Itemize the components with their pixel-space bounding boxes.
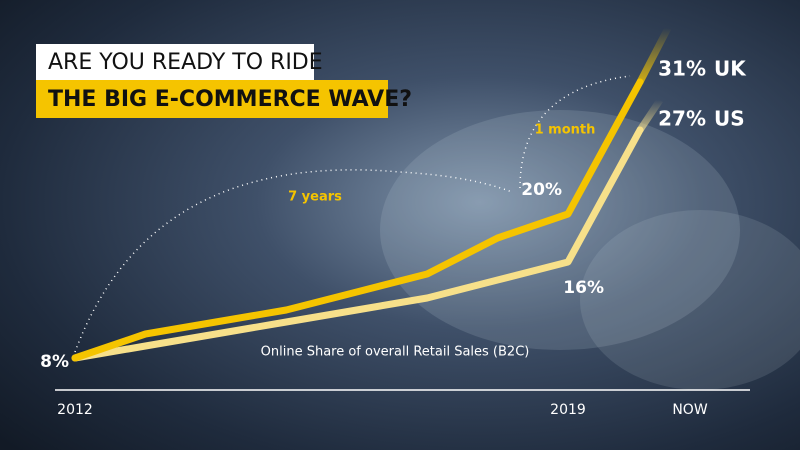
title-box: [36, 44, 314, 80]
title: THE BIG E-COMMERCE WAVE?: [48, 87, 412, 112]
legend-label: UK: [714, 57, 747, 81]
series-line: [71, 78, 644, 362]
data-label: 27%: [658, 107, 706, 131]
arc-arrow: [74, 169, 513, 353]
subtitle: Online Share of overall Retail Sales (B2…: [261, 345, 530, 360]
x-tick-label: 2019: [550, 402, 586, 418]
annotation: 1 month: [535, 123, 596, 138]
x-tick-label: 2012: [57, 402, 93, 418]
data-label: 31%: [658, 57, 706, 81]
arc-arrow: [519, 75, 631, 189]
series-line: [71, 126, 644, 362]
wave-foam: [580, 210, 800, 390]
data-label: 20%: [521, 180, 562, 200]
title-box: [36, 80, 388, 118]
annotation: 7 years: [288, 190, 342, 205]
line-extension: [637, 98, 663, 132]
x-tick-label: NOW: [672, 402, 707, 418]
data-label: 16%: [563, 278, 604, 298]
title: ARE YOU READY TO RIDE: [48, 50, 323, 75]
line-extension: [636, 26, 672, 84]
data-label: 8%: [40, 352, 69, 372]
legend-label: US: [714, 107, 745, 131]
